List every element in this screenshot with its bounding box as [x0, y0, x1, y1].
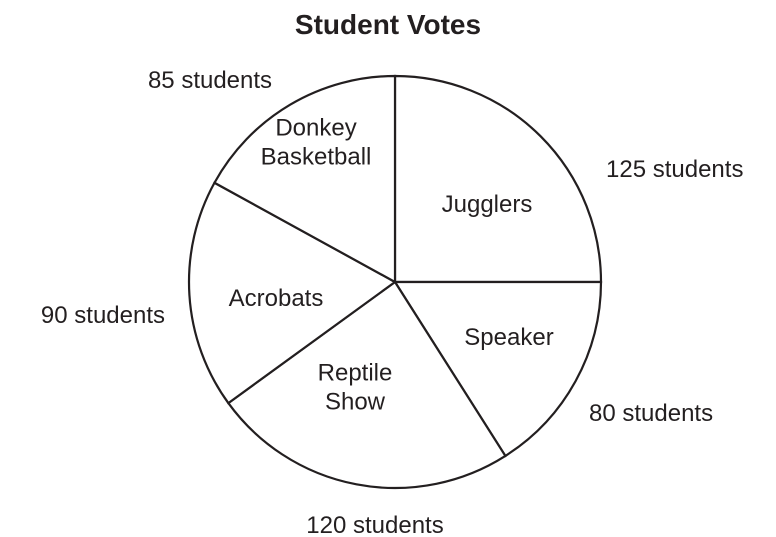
value-label: 85 students: [148, 67, 272, 94]
slice-label: Donkey: [275, 115, 356, 142]
value-labels: 125 students 80 students 120 students 90 st…: [41, 67, 744, 537]
pie-slice-jugglers: [393, 74, 603, 284]
slice-label: Reptile: [318, 360, 393, 387]
slice-label: Speaker: [464, 324, 553, 351]
pie-slice-acrobats: [187, 181, 398, 405]
value-label: 125 students: [606, 156, 743, 183]
pie-slice-donkey-basketball: [212, 74, 397, 284]
pie-slice-speaker: [392, 280, 603, 458]
slice-label: Jugglers: [442, 191, 533, 218]
slice-label: Show: [325, 389, 386, 416]
chart-title: Student Votes: [295, 9, 481, 40]
pie-slices: [187, 74, 603, 490]
value-label: 80 students: [589, 400, 713, 427]
value-label: 120 students: [306, 512, 443, 537]
slice-label: Acrobats: [229, 285, 324, 312]
pie-slice-reptile-show: [226, 280, 507, 490]
value-label: 90 students: [41, 302, 165, 329]
slice-label: Basketball: [261, 144, 372, 171]
